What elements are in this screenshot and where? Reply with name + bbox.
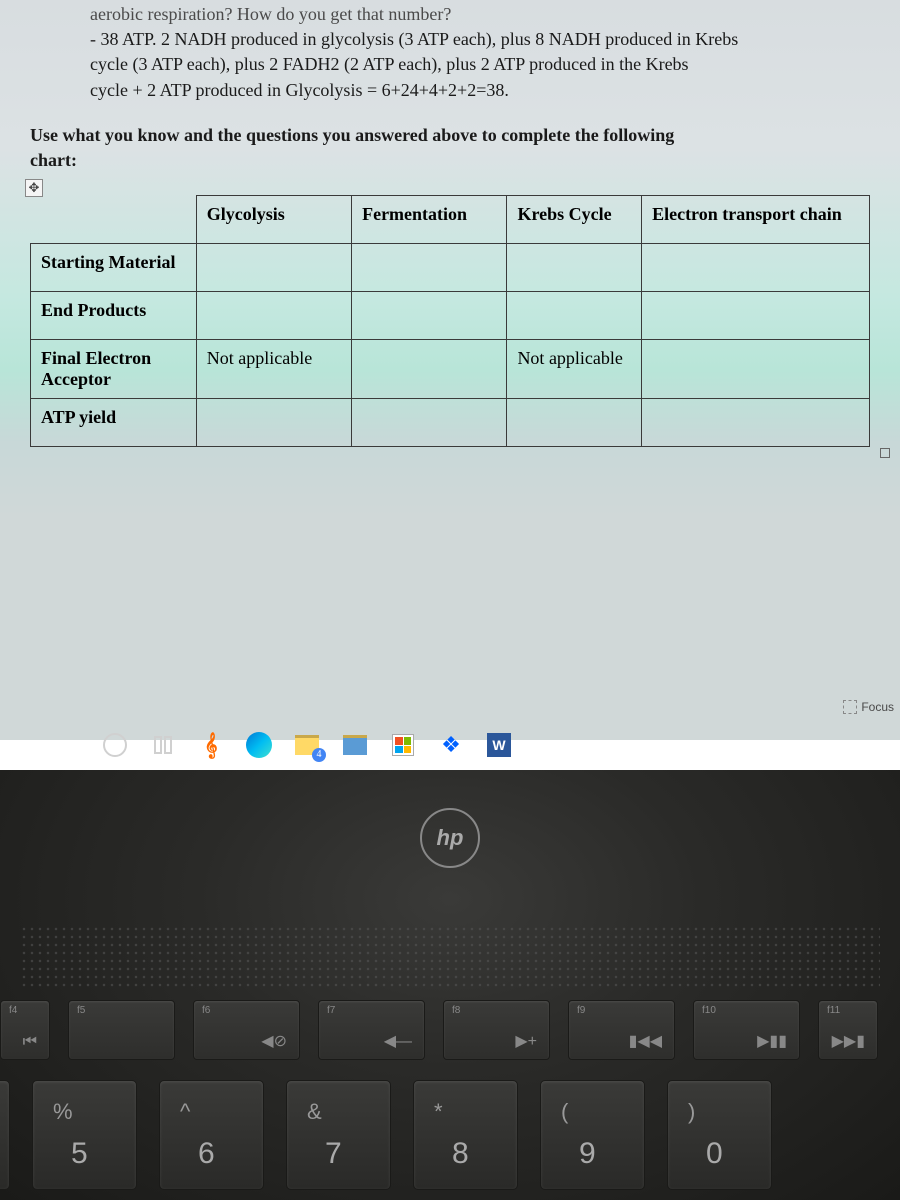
f10-key[interactable]: f10 ▶▮▮ xyxy=(693,1000,800,1060)
f6-key[interactable]: f6 ◀⊘ xyxy=(193,1000,300,1060)
key-4[interactable]: 4 xyxy=(0,1080,10,1190)
cell[interactable] xyxy=(352,340,507,399)
row-label-end[interactable]: End Products xyxy=(31,292,197,340)
cell[interactable] xyxy=(642,292,870,340)
cell[interactable]: Not applicable xyxy=(196,340,351,399)
edge-icon[interactable] xyxy=(244,730,274,760)
table-row: Starting Material xyxy=(31,244,870,292)
cell[interactable] xyxy=(507,399,642,447)
respiration-chart-table[interactable]: Glycolysis Fermentation Krebs Cycle Elec… xyxy=(30,195,870,447)
table-row: End Products xyxy=(31,292,870,340)
cell[interactable] xyxy=(642,244,870,292)
intro-line-2: - 38 ATP. 2 NADH produced in glycolysis … xyxy=(90,27,870,52)
f9-key[interactable]: f9 ▮◀◀ xyxy=(568,1000,675,1060)
taskview-icon[interactable] xyxy=(148,730,178,760)
f11-key[interactable]: f11 ▶▶▮ xyxy=(818,1000,878,1060)
chart-instruction: Use what you know and the questions you … xyxy=(30,123,870,173)
skip-fwd-icon: ▶▶▮ xyxy=(832,1031,865,1051)
focus-label: Focus xyxy=(861,700,894,714)
play-pause-icon: ▶▮▮ xyxy=(757,1031,787,1051)
key-0[interactable]: ) 0 xyxy=(667,1080,772,1190)
cell[interactable] xyxy=(352,399,507,447)
header-krebs[interactable]: Krebs Cycle xyxy=(507,196,642,244)
laptop-keyboard: hp f4 ⏮ f5 f6 ◀⊘ f7 ◀— f8 ▶+ f9 ▮◀◀ f10 … xyxy=(0,770,900,1200)
prev-track-icon: ⏮ xyxy=(23,1033,37,1051)
row-label-acceptor[interactable]: Final Electron Acceptor xyxy=(31,340,197,399)
function-key-row: f4 ⏮ f5 f6 ◀⊘ f7 ◀— f8 ▶+ f9 ▮◀◀ f10 ▶▮▮… xyxy=(0,1000,878,1060)
mail-icon[interactable] xyxy=(340,730,370,760)
focus-icon xyxy=(843,700,857,714)
cell[interactable] xyxy=(642,399,870,447)
row-label-atp[interactable]: ATP yield xyxy=(31,399,197,447)
volume-down-icon: ◀— xyxy=(384,1031,412,1051)
dropbox-icon[interactable]: ❖ xyxy=(436,730,466,760)
f8-key[interactable]: f8 ▶+ xyxy=(443,1000,550,1060)
cell[interactable] xyxy=(642,340,870,399)
f7-key[interactable]: f7 ◀— xyxy=(318,1000,425,1060)
intro-line-4: cycle + 2 ATP produced in Glycolysis = 6… xyxy=(90,78,870,103)
focus-mode-button[interactable]: Focus xyxy=(843,700,894,714)
word-icon[interactable]: W xyxy=(484,730,514,760)
table-row: ATP yield xyxy=(31,399,870,447)
header-fermentation[interactable]: Fermentation xyxy=(352,196,507,244)
key-7[interactable]: & 7 xyxy=(286,1080,391,1190)
cell[interactable] xyxy=(196,244,351,292)
key-9[interactable]: ( 9 xyxy=(540,1080,645,1190)
table-move-handle[interactable]: ✥ xyxy=(25,179,43,197)
cell[interactable] xyxy=(507,244,642,292)
cell[interactable] xyxy=(196,292,351,340)
skip-back-icon: ▮◀◀ xyxy=(629,1031,662,1051)
f4-key[interactable]: f4 ⏮ xyxy=(0,1000,50,1060)
key-8[interactable]: * 8 xyxy=(413,1080,518,1190)
windows-taskbar: 𝄞 4 ❖ W xyxy=(100,720,514,770)
instruction-line-1: Use what you know and the questions you … xyxy=(30,123,870,148)
mute-icon: ◀⊘ xyxy=(261,1031,287,1051)
header-etc[interactable]: Electron transport chain xyxy=(642,196,870,244)
key-5[interactable]: % 5 xyxy=(32,1080,137,1190)
intro-line-3: cycle (3 ATP each), plus 2 FADH2 (2 ATP … xyxy=(90,52,870,77)
table-resize-handle[interactable] xyxy=(880,448,890,458)
hp-logo-icon: hp xyxy=(420,808,480,868)
intro-paragraph: aerobic respiration? How do you get that… xyxy=(30,0,870,103)
number-key-row: 4 % 5 ^ 6 & 7 * 8 ( 9 ) 0 xyxy=(0,1080,772,1190)
cell[interactable] xyxy=(507,292,642,340)
header-glycolysis[interactable]: Glycolysis xyxy=(196,196,351,244)
cell[interactable] xyxy=(352,292,507,340)
row-label-starting[interactable]: Starting Material xyxy=(31,244,197,292)
f5-key[interactable]: f5 xyxy=(68,1000,175,1060)
volume-up-icon: ▶+ xyxy=(515,1031,537,1051)
cell[interactable] xyxy=(352,244,507,292)
store-icon[interactable] xyxy=(388,730,418,760)
key-6[interactable]: ^ 6 xyxy=(159,1080,264,1190)
cortana-icon[interactable] xyxy=(100,730,130,760)
table-row: Final Electron Acceptor Not applicable N… xyxy=(31,340,870,399)
speaker-grille xyxy=(20,925,880,990)
explorer-badge: 4 xyxy=(312,748,326,762)
header-empty[interactable] xyxy=(31,196,197,244)
cell[interactable]: Not applicable xyxy=(507,340,642,399)
file-explorer-icon[interactable]: 4 xyxy=(292,730,322,760)
groove-icon[interactable]: 𝄞 xyxy=(196,730,226,760)
instruction-line-2: chart: xyxy=(30,148,870,173)
table-header-row: Glycolysis Fermentation Krebs Cycle Elec… xyxy=(31,196,870,244)
intro-line-1: aerobic respiration? How do you get that… xyxy=(90,2,870,27)
cell[interactable] xyxy=(196,399,351,447)
document-viewport: aerobic respiration? How do you get that… xyxy=(0,0,900,740)
